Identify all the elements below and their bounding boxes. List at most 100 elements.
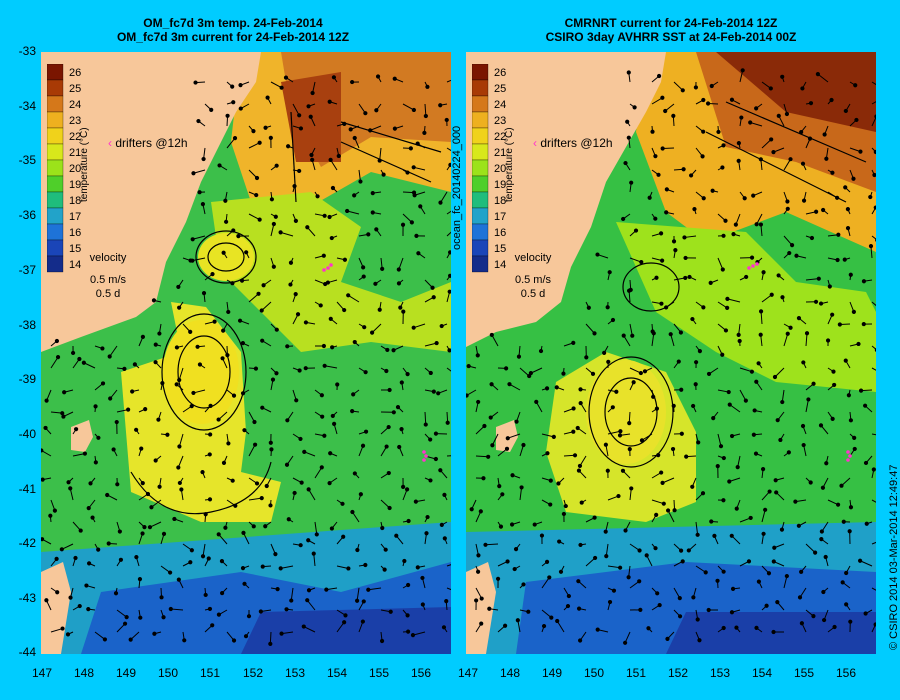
copyright-credit: © CSIRO 2014 03-Mar-2014 12:49:47: [888, 464, 900, 650]
tasmania-coast: [41, 562, 71, 654]
velocity-arrow-head: [369, 330, 375, 335]
velocity-arrow-head: [775, 418, 780, 423]
velocity-arrow-head: [756, 579, 762, 584]
velocity-arrow-head: [355, 547, 360, 553]
velocity-arrow-head: [715, 464, 720, 469]
velocity-arrow-head: [758, 157, 763, 162]
velocity-arrow-head: [548, 478, 553, 483]
drifters-legend-text: drifters @12h: [115, 136, 188, 150]
velocity-arrow-head: [695, 617, 700, 622]
velocity-arrow-head: [796, 316, 802, 321]
velocity-arrow-head: [544, 386, 550, 391]
velocity-arrow-head: [776, 113, 781, 118]
velocity-arrow-head: [298, 543, 303, 548]
velocity-arrow-head: [868, 194, 873, 200]
velocity-arrow-head: [314, 532, 319, 537]
right-panel-title: CMRNRT current for 24-Feb-2014 12Z CSIRO…: [466, 16, 876, 44]
velocity-arrow-head: [60, 626, 65, 631]
velocity-arrow: [871, 587, 876, 591]
velocity-arrow-head: [431, 295, 436, 300]
velocity-arrow-head: [510, 473, 515, 478]
velocity-arrow-head: [563, 503, 568, 509]
velocity-arrow-head: [145, 491, 151, 497]
velocity-arrow-head: [853, 83, 858, 88]
velocity-arrow-head: [275, 587, 280, 592]
velocity-arrow-head: [400, 222, 406, 227]
velocity-arrow-head: [592, 515, 597, 520]
velocity-arrow-head: [413, 499, 418, 504]
velocity-arrow: [667, 510, 675, 523]
velocity-arrow-head: [503, 623, 508, 628]
velocity-arrow-head: [754, 379, 759, 384]
velocity-arrow-head: [224, 219, 229, 224]
velocity-arrow-head: [261, 283, 266, 288]
velocity-arrow-head: [660, 146, 665, 151]
velocity-arrow-head: [373, 281, 378, 286]
velocity-arrow: [368, 587, 382, 591]
velocity-arrow: [585, 323, 595, 334]
velocity-arrow-field: [466, 68, 876, 645]
velocity-arrow: [192, 235, 206, 240]
velocity-arrow-head: [315, 194, 320, 199]
velocity-arrow-head: [723, 328, 729, 333]
velocity-arrow-head: [241, 530, 246, 535]
velocity-arrow-head: [626, 135, 631, 140]
velocity-arrow-head: [351, 392, 356, 397]
colorbar-swatch: [47, 223, 64, 241]
velocity-arrow-head: [808, 480, 813, 485]
velocity-arrow-head: [423, 422, 428, 427]
colorbar-tick-label: 26: [69, 67, 81, 79]
velocity-arrow-head: [871, 467, 876, 472]
velocity-arrow: [817, 73, 829, 83]
colorbar-swatch: [47, 127, 64, 145]
velocity-arrow-head: [813, 299, 819, 304]
velocity-arrow-head: [778, 437, 783, 443]
velocity-arrow-head: [785, 206, 790, 211]
velocity-arrow-head: [391, 410, 396, 415]
velocity-arrow-head: [623, 640, 628, 645]
velocity-arrow-head: [665, 636, 670, 641]
velocity-arrow-head: [618, 429, 623, 434]
y-tick: -33: [18, 44, 36, 58]
velocity-arrow-head: [819, 537, 824, 542]
velocity-arrow-head: [363, 111, 368, 116]
colorbar-tick-label: 26: [494, 67, 506, 79]
velocity-arrow-head: [363, 429, 369, 434]
velocity-arrow-head: [729, 97, 735, 102]
velocity-arrow-head: [625, 119, 630, 124]
colorbar-tick-label: 14: [494, 259, 506, 271]
velocity-arrow-head: [845, 226, 851, 231]
velocity-arrow-head: [328, 157, 333, 162]
velocity-arrow-head: [242, 428, 247, 433]
velocity-arrow-head: [521, 442, 526, 448]
velocity-arrow-head: [832, 382, 837, 388]
velocity-arrow-head: [322, 363, 327, 368]
drifter-positions: [747, 262, 852, 462]
velocity-arrow-head: [242, 581, 247, 586]
velocity-arrow: [859, 560, 873, 567]
velocity-arrow: [446, 231, 451, 237]
velocity-arrow-head: [683, 275, 688, 281]
velocity-arrow-head: [630, 333, 635, 338]
velocity-arrow: [783, 158, 791, 171]
velocity-arrow-head: [200, 469, 205, 475]
velocity-arrow-head: [664, 210, 669, 215]
velocity-arrow-head: [861, 321, 866, 327]
velocity-arrow-head: [188, 329, 193, 334]
velocity-arrow-head: [653, 154, 658, 159]
velocity-arrow-head: [852, 446, 857, 452]
colorbar-tick-labels: 26 25 24 23 22 21 20 19 18 17 16 15 14: [69, 67, 81, 271]
velocity-arrow-head: [787, 250, 792, 256]
colorbar-swatch: [47, 255, 64, 273]
velocity-arrow-head: [677, 596, 682, 601]
velocity-arrow: [871, 235, 876, 240]
velocity-arrow-head: [278, 566, 283, 571]
velocity-arrow-head: [800, 86, 805, 91]
velocity-arrow-head: [578, 387, 583, 392]
velocity-arrow-head: [239, 278, 245, 283]
velocity-arrow-head: [54, 338, 60, 344]
velocity-arrow-head: [225, 113, 230, 118]
velocity-arrow-head: [59, 547, 64, 552]
velocity-arrow-head: [140, 531, 145, 536]
velocity-arrow-head: [321, 343, 326, 349]
